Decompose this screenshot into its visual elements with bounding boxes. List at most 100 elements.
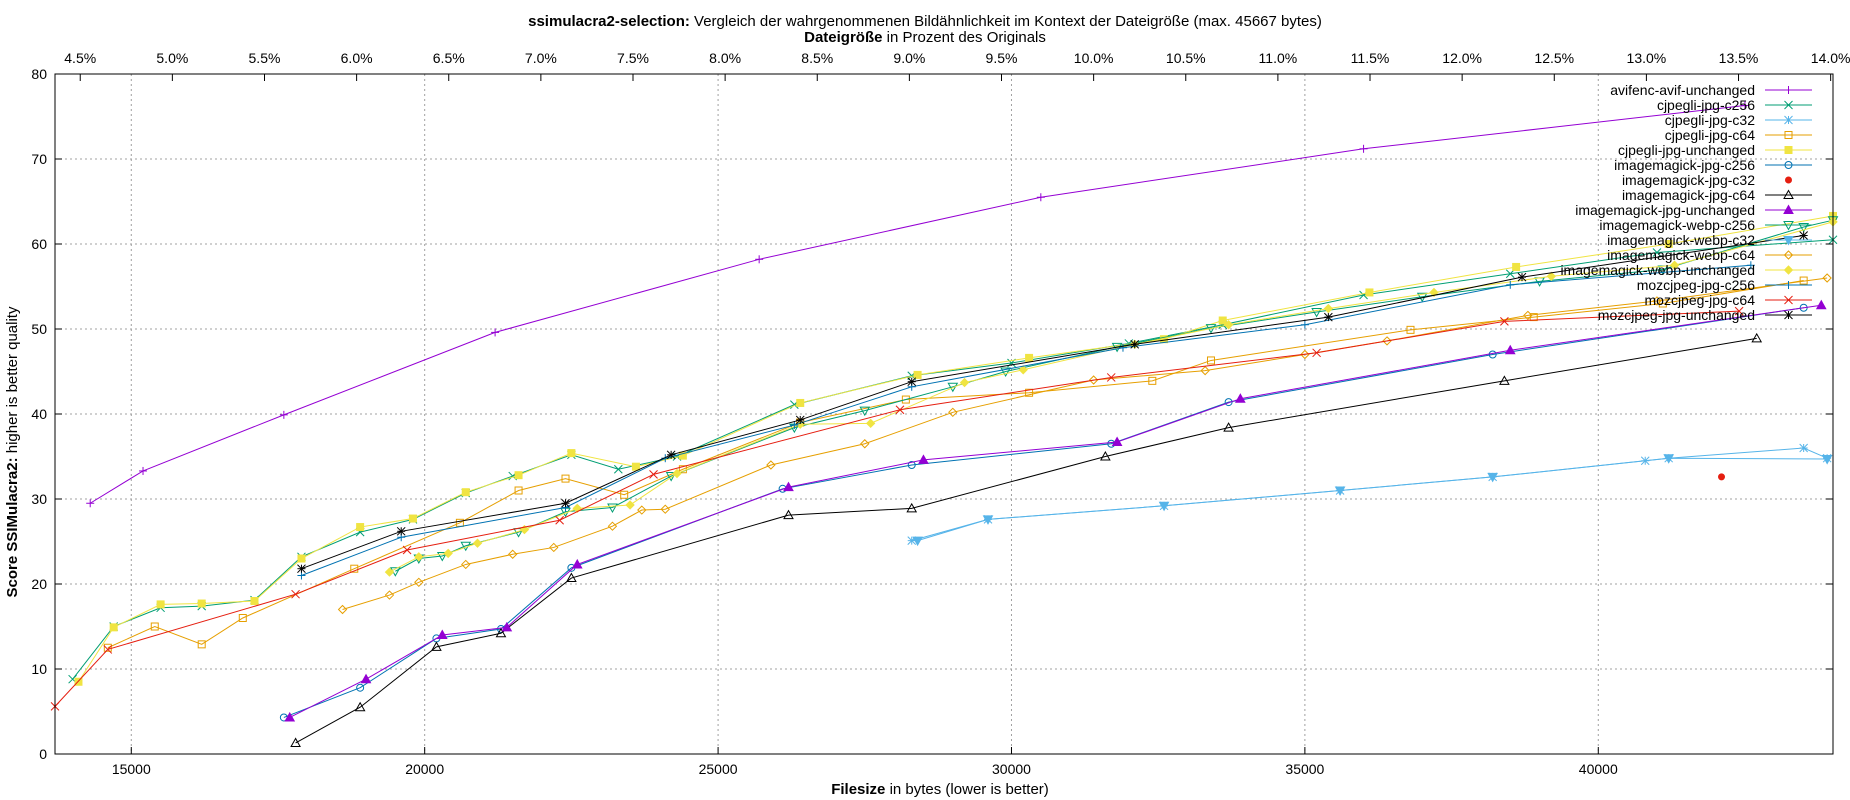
data-point xyxy=(901,395,910,404)
plot-frame xyxy=(54,73,1834,755)
data-point xyxy=(561,498,570,508)
x2-tick-label: 11.5% xyxy=(1351,50,1390,66)
data-point xyxy=(414,577,424,588)
data-point xyxy=(297,564,306,574)
data-point xyxy=(1300,349,1310,360)
x2-tick-label: 8.5% xyxy=(801,50,833,66)
data-point xyxy=(859,406,871,417)
axes-layer: 15000 20000 25000 30000 35000 40000 0 10 20 30 40 5… xyxy=(31,50,1850,777)
legend-entry: imagemagick-jpg-c64 xyxy=(1622,187,1812,203)
data-point xyxy=(607,521,618,531)
series-imagemagick-jpg-c64 xyxy=(290,332,1763,747)
legend-marker xyxy=(1783,204,1794,214)
data-point xyxy=(279,410,288,419)
series-mozcjpeg-jpg-unchanged xyxy=(297,231,1809,574)
data-point xyxy=(783,509,794,520)
data-point xyxy=(150,622,159,631)
data-point xyxy=(408,514,417,523)
series-cjpegli-jpg-c64 xyxy=(103,276,1808,652)
data-point xyxy=(1223,422,1234,432)
data-point xyxy=(947,382,959,393)
x2-tick-label: 5.5% xyxy=(249,50,281,66)
legend-entry: imagemagick-webp-c32 xyxy=(1607,232,1812,248)
data-point xyxy=(1663,454,1675,464)
data-point xyxy=(1822,273,1832,283)
data-point xyxy=(297,571,306,580)
series-line xyxy=(295,337,1757,744)
x2-tick-label: 12.5% xyxy=(1534,50,1574,66)
series-line xyxy=(911,447,1828,542)
data-point xyxy=(1025,353,1034,362)
data-point xyxy=(672,468,682,479)
series-line xyxy=(301,264,1751,576)
x-tick-label: 40000 xyxy=(1579,761,1618,777)
data-point xyxy=(1664,240,1673,248)
data-point xyxy=(948,407,958,418)
data-point xyxy=(443,548,453,559)
x2-tick-label: 10.0% xyxy=(1074,50,1114,66)
data-point xyxy=(1512,262,1521,271)
legend-marker xyxy=(1784,115,1793,125)
data-point xyxy=(549,542,559,553)
data-point xyxy=(284,711,296,722)
data-point xyxy=(1734,306,1744,316)
legend-entry: imagemagick-webp-c64 xyxy=(1607,247,1812,263)
legend-label: cjpegli-jpg-c64 xyxy=(1665,127,1755,143)
data-point xyxy=(1546,271,1557,282)
legend-entry: mozcjpeg-jpg-unchanged xyxy=(1598,307,1812,323)
data-point xyxy=(571,558,583,569)
x2-tick-label: 4.5% xyxy=(64,50,96,66)
series-cjpegli-jpg-unchanged xyxy=(74,211,1837,686)
data-point xyxy=(637,505,647,515)
data-point xyxy=(356,683,365,692)
data-point xyxy=(1505,269,1515,279)
legend: avifenc-avif-unchangedcjpegli-jpg-c256cj… xyxy=(1560,82,1812,323)
data-point xyxy=(613,464,623,474)
data-point xyxy=(1111,436,1123,447)
data-point xyxy=(1815,299,1827,310)
x2-tick-label: 9.5% xyxy=(986,50,1018,66)
data-point xyxy=(666,450,676,460)
legend-label: cjpegli-jpg-unchanged xyxy=(1618,142,1755,158)
series-imagemagick-jpg-unchanged xyxy=(284,299,1827,722)
data-point xyxy=(103,643,112,652)
data-point xyxy=(1025,388,1034,397)
x2-tick-label: 13.5% xyxy=(1719,50,1759,66)
legend-marker xyxy=(1784,131,1793,139)
data-point xyxy=(1088,375,1099,385)
legend-marker xyxy=(1783,189,1794,199)
x-tick-label: 15000 xyxy=(112,761,151,777)
legend-entry: cjpegli-jpg-c64 xyxy=(1665,127,1812,143)
x-tick-label: 20000 xyxy=(405,761,444,777)
legend-entry: imagemagick-webp-unchanged xyxy=(1560,262,1812,278)
legend-label: imagemagick-webp-unchanged xyxy=(1560,262,1755,278)
data-point xyxy=(431,641,442,651)
legend-marker xyxy=(1783,236,1794,246)
data-point xyxy=(250,597,259,605)
data-point xyxy=(1746,261,1755,270)
y-tick-label: 40 xyxy=(31,406,47,422)
data-point xyxy=(1740,101,1749,110)
data-point xyxy=(238,614,247,622)
data-point xyxy=(461,559,471,570)
data-point xyxy=(982,515,994,525)
legend-label: imagemagick-webp-c64 xyxy=(1607,247,1755,263)
series-line xyxy=(89,104,1746,504)
series-cjpegli-jpg-c256 xyxy=(68,235,1838,684)
data-point xyxy=(766,460,776,470)
data-point xyxy=(491,328,500,337)
data-point xyxy=(290,737,301,747)
series-line xyxy=(107,280,1804,649)
x-tick-label: 35000 xyxy=(1285,761,1324,777)
data-point xyxy=(1158,501,1170,512)
data-point xyxy=(620,490,629,499)
y-axis-label: Score SSIMulacra2: higher is better qual… xyxy=(4,306,21,597)
legend-label: imagemagick-webp-c32 xyxy=(1607,232,1755,248)
data-point xyxy=(895,405,905,415)
data-point xyxy=(555,515,565,525)
data-point xyxy=(1799,231,1809,240)
series-line xyxy=(72,239,1834,680)
legend-label: avifenc-avif-unchanged xyxy=(1610,82,1755,98)
data-point xyxy=(495,627,507,638)
data-point xyxy=(913,370,922,379)
